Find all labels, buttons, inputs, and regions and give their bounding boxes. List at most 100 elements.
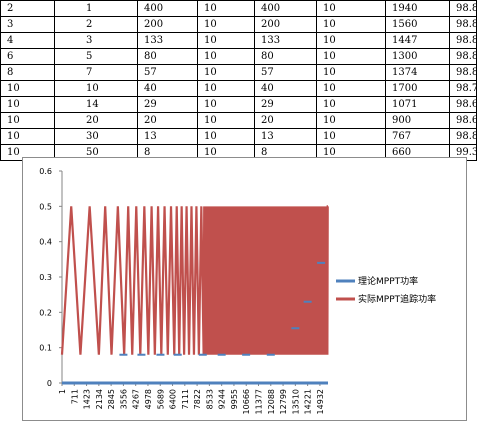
table-cell: 133 [254, 32, 317, 49]
table-cell: 10 [197, 80, 255, 97]
table-cell: 10 [197, 64, 255, 81]
table-cell: 98.66 [449, 112, 477, 129]
table-cell: 1560 [385, 16, 450, 33]
x-tick-label: 9955 [230, 389, 239, 409]
y-tick-label: 0.1 [39, 344, 52, 353]
table-cell: 10 [316, 112, 386, 129]
table-cell: 98.86 [449, 0, 477, 17]
table-cell: 80 [254, 48, 317, 65]
x-tick-label: 14221 [304, 389, 313, 414]
table-cell: 10 [316, 0, 386, 17]
table-cell: 80 [137, 48, 198, 65]
table-cell: 30 [54, 128, 138, 145]
table-cell: 1700 [385, 80, 450, 97]
x-tick-label: 5689 [156, 389, 165, 409]
x-tick-label: 6400 [169, 389, 178, 409]
table-cell: 400 [254, 0, 317, 17]
y-tick-label: 0.4 [39, 238, 52, 247]
x-tick-label: 10666 [242, 389, 251, 414]
table-cell: 98.71 [449, 80, 477, 97]
table-cell: 20 [54, 112, 138, 129]
table-cell: 57 [254, 64, 317, 81]
table-cell: 1940 [385, 0, 450, 17]
table-cell: 1300 [385, 48, 450, 65]
table-cell: 10 [0, 128, 55, 145]
table-cell: 7 [54, 64, 138, 81]
table-cell: 1447 [385, 32, 450, 49]
table-cell: 10 [316, 32, 386, 49]
table-cell: 10 [197, 16, 255, 33]
chart-area: 0 0.1 0.2 0.3 0.4 0.5 0.6 1 711 1423 2134 2845 3556 4… [22, 157, 467, 421]
x-tick-label: 7111 [181, 389, 190, 409]
table-cell: 1071 [385, 96, 450, 113]
results-table: 214001040010194098.86322001020010156098.… [0, 0, 477, 161]
table-cell: 10 [197, 32, 255, 49]
table-cell: 98.84 [449, 128, 477, 145]
table-cell: 400 [137, 0, 198, 17]
table-cell: 3 [0, 16, 55, 33]
table-cell: 10 [316, 128, 386, 145]
table-cell: 10 [0, 80, 55, 97]
table-cell: 4 [0, 32, 55, 49]
table-cell: 10 [197, 128, 255, 145]
table-cell: 98.61 [449, 96, 477, 113]
table-cell: 900 [385, 112, 450, 129]
y-tick-label: 0.3 [39, 273, 52, 282]
table-cell: 133 [137, 32, 198, 49]
table-cell: 98.82 [449, 64, 477, 81]
table-cell: 13 [137, 128, 198, 145]
x-tick-label: 2845 [107, 389, 116, 409]
table-cell: 10 [197, 96, 255, 113]
x-tick-label: 1423 [83, 389, 92, 409]
table-cell: 3 [54, 32, 138, 49]
table-cell: 1 [54, 0, 138, 17]
table-cell: 10 [197, 112, 255, 129]
y-tick-label: 0 [47, 379, 52, 388]
legend-label: 理论MPPT功率 [358, 275, 418, 287]
x-tick-label: 9244 [218, 389, 227, 409]
table-cell: 2 [54, 16, 138, 33]
x-tick-label: 12088 [267, 389, 276, 414]
table-cell: 6 [0, 48, 55, 65]
table-cell: 20 [254, 112, 317, 129]
x-tick-label: 1 [58, 389, 67, 394]
x-tick-label: 11377 [255, 389, 264, 414]
table-cell: 10 [316, 48, 386, 65]
y-tick-label: 0.6 [39, 167, 52, 176]
table-cell: 200 [137, 16, 198, 33]
y-tick-label: 0.2 [39, 308, 52, 317]
legend-label: 实际MPPT追踪功率 [358, 293, 436, 305]
series-actual-mppt-line [60, 205, 329, 355]
table-cell: 10 [316, 16, 386, 33]
table-cell: 98.83 [449, 32, 477, 49]
table-cell: 5 [54, 48, 138, 65]
table-cell: 10 [197, 0, 255, 17]
table-cell: 10 [0, 96, 55, 113]
x-tick-label: 2134 [95, 389, 104, 409]
table-cell: 2 [0, 0, 55, 17]
table-cell: 8 [0, 64, 55, 81]
table-cell: 29 [137, 96, 198, 113]
x-tick-label: 7822 [193, 389, 202, 409]
x-tick-label: 3556 [119, 389, 128, 409]
x-tick-label: 4267 [132, 389, 141, 409]
table-cell: 29 [254, 96, 317, 113]
table-cell: 10 [0, 112, 55, 129]
x-tick-label: 13510 [291, 389, 300, 414]
table-cell: 98.82 [449, 48, 477, 65]
table-cell: 20 [137, 112, 198, 129]
line-chart: 0 0.1 0.2 0.3 0.4 0.5 0.6 1 711 1423 2134 2845 3556 4… [39, 167, 436, 414]
table-cell: 10 [197, 48, 255, 65]
table-cell: 10 [316, 80, 386, 97]
table-cell: 10 [316, 64, 386, 81]
table-cell: 10 [54, 80, 138, 97]
